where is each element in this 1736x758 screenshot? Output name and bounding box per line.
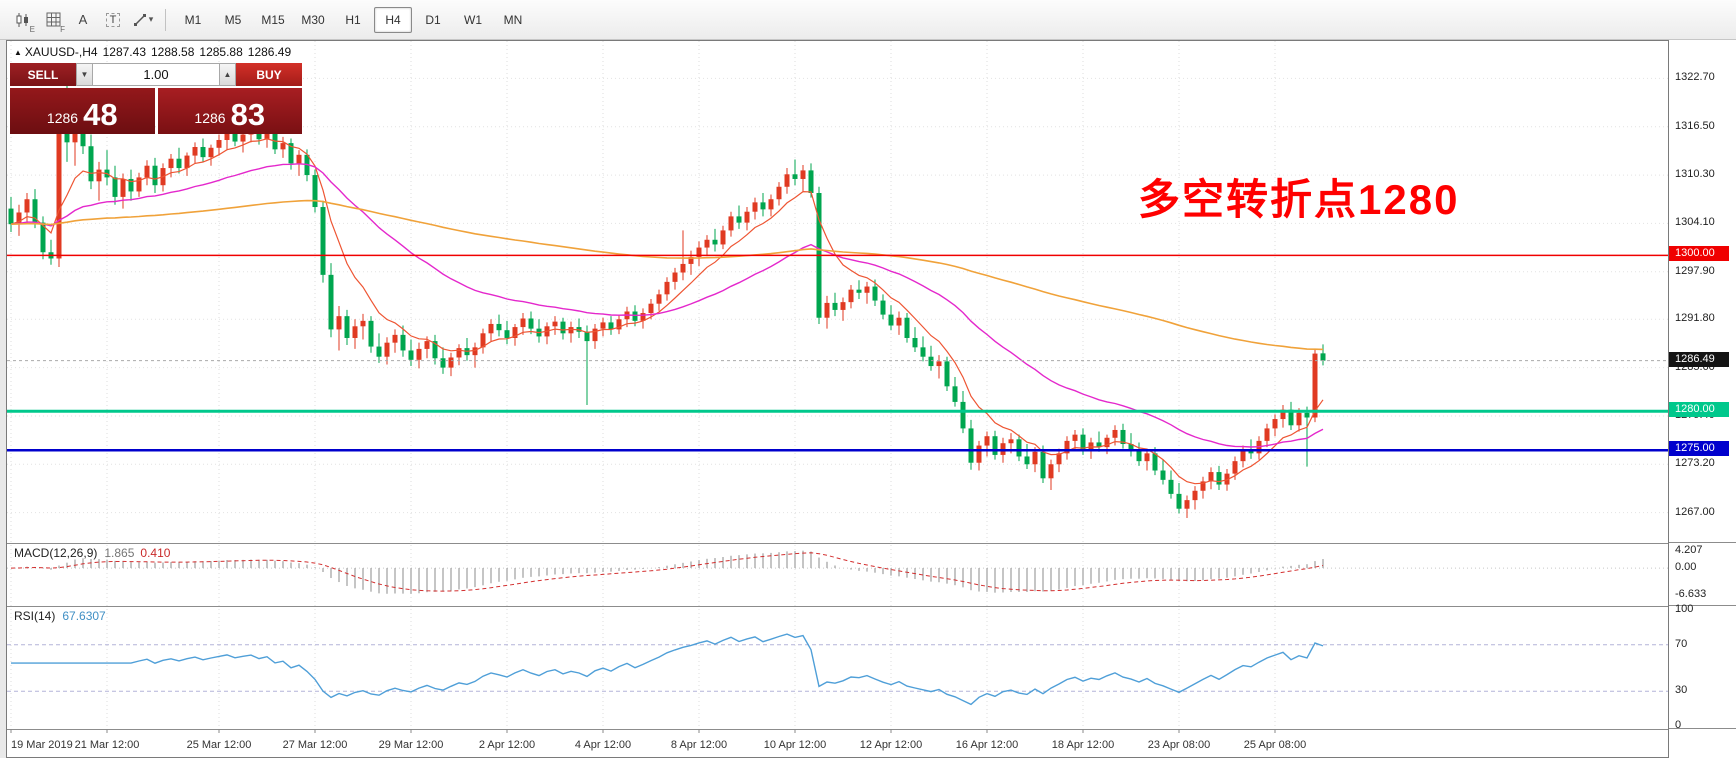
candles-glyph [16,12,28,27]
svg-text:8 Apr 12:00: 8 Apr 12:00 [671,739,727,751]
svg-text:27 Mar 12:00: 27 Mar 12:00 [283,739,348,751]
tab-timeframe-mn[interactable]: MN [503,12,523,27]
symbol-ohlc-header: ▲ XAUUSD-,H4 1287.43 1288.58 1285.88 1286.49 [14,45,291,59]
rsi-value: 67.6307 [62,609,106,623]
scale-label: 0.00 [1675,561,1697,574]
scale-label: 1310.30 [1675,168,1715,181]
macd-pane [7,550,1668,594]
candles-layer [8,85,1326,519]
candlestick-chart[interactable]: 19 Mar 2019 21 Mar 12:00 25 Mar 12:00 27 Ma… [7,41,1668,757]
sell-button[interactable]: SELL [10,63,76,86]
one-click-trading-panel: SELL ▼ ▲ BUY 1286 48 1286 83 [10,63,302,134]
tab-timeframe-h4[interactable]: H4 [374,6,412,33]
macd-indicator-header: MACD(12,26,9) 1.865 0.410 [14,546,170,560]
toolbar: E F A T ▾ M1 M5 M15 M30 H1 H4 D1 W1 MN [0,0,1736,40]
triangle-icon: ▲ [14,48,22,57]
ask-quote-button[interactable]: 1286 83 [157,88,302,134]
tab-timeframe-m30[interactable]: M30 [301,12,325,27]
toolbar-separator [165,8,166,31]
scale-label: 1304.10 [1675,216,1715,229]
scale-label: 4.207 [1675,543,1703,556]
svg-text:10 Apr 12:00: 10 Apr 12:00 [764,739,826,751]
symbol-name: XAUUSD-,H4 [24,45,98,59]
volume-input[interactable] [93,63,219,86]
bid-quote-button[interactable]: 1286 48 [10,88,155,134]
pane-separator[interactable] [1669,728,1736,729]
bid-price-major: 1286 [46,110,79,126]
ask-price-major: 1286 [194,110,226,126]
high-value: 1288.58 [151,45,195,59]
pane-separator[interactable] [1669,542,1736,543]
scale-label: 1297.90 [1675,264,1715,277]
svg-text:2 Apr 12:00: 2 Apr 12:00 [479,739,535,751]
scale-label: 0 [1675,719,1682,731]
price-marker-badge: 1300.00 [1669,246,1729,262]
tab-timeframe-m5[interactable]: M5 [224,12,242,27]
macd-label: MACD(12,26,9) [14,546,98,560]
svg-text:29 Mar 12:00: 29 Mar 12:00 [379,739,444,751]
tab-timeframe-m1[interactable]: M1 [184,12,202,27]
price-scale[interactable]: 1322.70 1316.50 1310.30 1304.10 1297.90 1291.… [1669,40,1736,758]
tab-timeframe-d1[interactable]: D1 [425,12,441,27]
close-value: 1286.49 [247,45,292,59]
svg-text:18 Apr 12:00: 18 Apr 12:00 [1052,739,1114,751]
time-axis: 19 Mar 2019 21 Mar 12:00 25 Mar 12:00 27 Ma… [10,729,1306,751]
moving-averages-layer [10,138,1324,485]
grid-glyph [46,12,60,27]
svg-text:21 Mar 12:00: 21 Mar 12:00 [75,739,140,751]
icon-sub-label: F [60,24,65,34]
scale-label: 70 [1675,637,1688,650]
svg-text:25 Apr 08:00: 25 Apr 08:00 [1244,739,1306,751]
scale-label: 100 [1675,603,1694,615]
price-marker-badge: 1286.49 [1669,351,1729,367]
chart-text-annotation[interactable]: 多空转折点1280 [1138,176,1460,223]
svg-text:12 Apr 12:00: 12 Apr 12:00 [860,739,922,751]
text-t-icon[interactable]: T [99,6,127,34]
trendline-glyph [133,13,146,26]
icon-sub-label: E [29,24,35,34]
buy-button[interactable]: BUY [236,63,302,86]
scale-label: 1316.50 [1675,119,1715,132]
bid-price-minor: 48 [83,97,118,132]
scale-label: 1291.80 [1675,312,1715,325]
scale-label: 1267.00 [1675,505,1715,518]
ask-price-minor: 83 [230,97,266,132]
text-a-icon[interactable]: A [78,12,88,27]
pane-separator[interactable] [1669,605,1736,606]
svg-text:19 Mar 2019: 19 Mar 2019 [11,739,73,751]
volume-decrement-button[interactable]: ▼ [76,63,93,86]
grid-lines [7,41,1668,729]
svg-text:23 Apr 08:00: 23 Apr 08:00 [1148,739,1210,751]
scale-label: 30 [1675,684,1688,697]
rsi-indicator-header: RSI(14) 67.6307 [14,609,106,623]
svg-text:16 Apr 12:00: 16 Apr 12:00 [956,739,1018,751]
tab-timeframe-h1[interactable]: H1 [345,12,361,27]
macd-main-value: 1.865 [104,546,135,560]
open-value: 1287.43 [102,45,146,59]
svg-text:4 Apr 12:00: 4 Apr 12:00 [575,739,631,751]
chart-canvas[interactable]: 19 Mar 2019 21 Mar 12:00 25 Mar 12:00 27 Ma… [6,40,1669,758]
svg-text:25 Mar 12:00: 25 Mar 12:00 [187,739,252,751]
volume-increment-button[interactable]: ▲ [219,63,236,86]
price-marker-badge: 1280.00 [1669,402,1729,418]
tab-timeframe-m15[interactable]: M15 [261,12,285,27]
price-marker-badge: 1275.00 [1669,441,1729,457]
horizontal-lines-layer [7,254,1668,452]
candlestick-chart-icon[interactable]: E [9,6,37,34]
grid-icon[interactable]: F [39,6,67,34]
macd-signal-value: 0.410 [140,546,171,560]
scale-label: 1322.70 [1675,71,1715,84]
scale-label: 1273.20 [1675,457,1715,470]
chevron-down-icon[interactable]: ▾ [148,14,154,24]
tab-timeframe-w1[interactable]: W1 [464,12,482,27]
rsi-pane [7,633,1668,706]
cursor-tools-icon[interactable]: ▾ [129,6,157,34]
low-value: 1285.88 [199,45,243,59]
scale-label: -6.633 [1675,588,1707,601]
rsi-label: RSI(14) [14,609,56,623]
